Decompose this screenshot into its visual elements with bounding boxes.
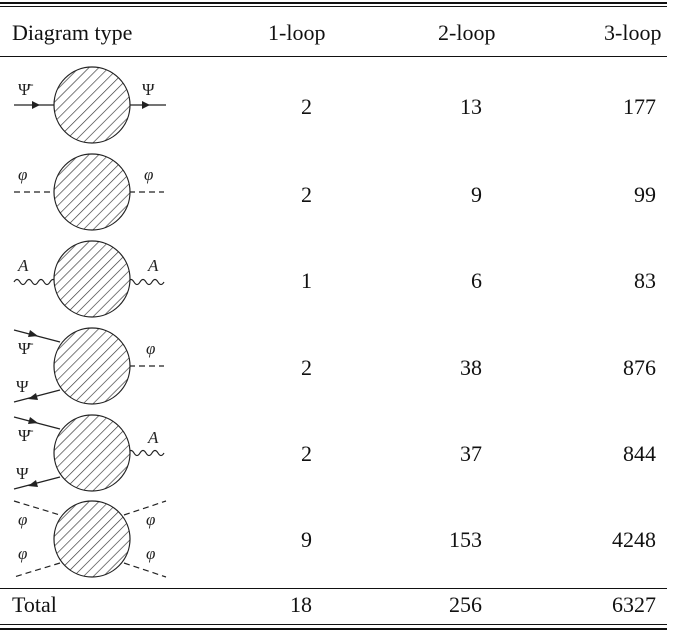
- header-2-loop: 2-loop: [438, 20, 496, 45]
- diagram-psibar-psi-phi: Ψ̄ Ψ φ: [4, 324, 170, 408]
- cell-r4-1loop: 2: [301, 355, 312, 380]
- label-phi-br: φ: [146, 544, 155, 563]
- cell-r3-2loop: 6: [471, 268, 482, 293]
- label-A: A: [147, 428, 159, 447]
- diagram-phi-phi: φ φ: [4, 150, 170, 234]
- cell-r1-3loop: 177: [623, 94, 656, 119]
- cell-r5-3loop: 844: [623, 441, 656, 466]
- label-psi: Ψ: [16, 377, 29, 396]
- cell-r4-3loop: 876: [623, 355, 656, 380]
- diagram-psibar-psi-A: Ψ̄ Ψ A: [4, 411, 170, 495]
- total-label: Total: [12, 592, 57, 617]
- cell-r5-2loop: 37: [460, 441, 482, 466]
- header-3-loop: 3-loop: [604, 20, 662, 45]
- top-rule-inner: [0, 6, 667, 7]
- total-2loop: 256: [449, 592, 482, 617]
- label-A-right: A: [147, 256, 159, 275]
- cell-r6-3loop: 4248: [612, 527, 656, 552]
- label-psibar: Ψ̄: [18, 426, 34, 445]
- bottom-rule-inner: [0, 624, 667, 625]
- label-phi-tl: φ: [18, 510, 27, 529]
- cell-r2-1loop: 2: [301, 182, 312, 207]
- cell-r5-1loop: 2: [301, 441, 312, 466]
- label-phi-right: φ: [144, 165, 153, 184]
- total-1loop: 18: [290, 592, 312, 617]
- label-psibar: Ψ̄: [18, 80, 34, 99]
- cell-r2-2loop: 9: [471, 182, 482, 207]
- cell-r3-1loop: 1: [301, 268, 312, 293]
- diagram-A-A: A A: [4, 237, 170, 321]
- diagram-psibar-psi: Ψ̄ Ψ: [4, 63, 170, 147]
- total-rule: [0, 588, 667, 589]
- cell-r1-2loop: 13: [460, 94, 482, 119]
- cell-r1-1loop: 2: [301, 94, 312, 119]
- diagram-phi4: φ φ φ φ: [4, 497, 170, 581]
- label-phi-left: φ: [18, 165, 27, 184]
- cell-r4-2loop: 38: [460, 355, 482, 380]
- cell-r6-1loop: 9: [301, 527, 312, 552]
- label-A-left: A: [17, 256, 29, 275]
- total-3loop: 6327: [612, 592, 656, 617]
- label-psi: Ψ: [142, 80, 155, 99]
- header-diagram-type: Diagram type: [12, 20, 133, 45]
- header-1-loop: 1-loop: [268, 20, 326, 45]
- bottom-rule: [0, 628, 667, 630]
- cell-r6-2loop: 153: [449, 527, 482, 552]
- label-psibar: Ψ̄: [18, 339, 34, 358]
- label-phi-bl: φ: [18, 544, 27, 563]
- top-rule: [0, 2, 667, 4]
- label-psi: Ψ: [16, 464, 29, 483]
- cell-r2-3loop: 99: [634, 182, 656, 207]
- cell-r3-3loop: 83: [634, 268, 656, 293]
- label-phi: φ: [146, 339, 155, 358]
- header-rule: [0, 56, 667, 57]
- label-phi-tr: φ: [146, 510, 155, 529]
